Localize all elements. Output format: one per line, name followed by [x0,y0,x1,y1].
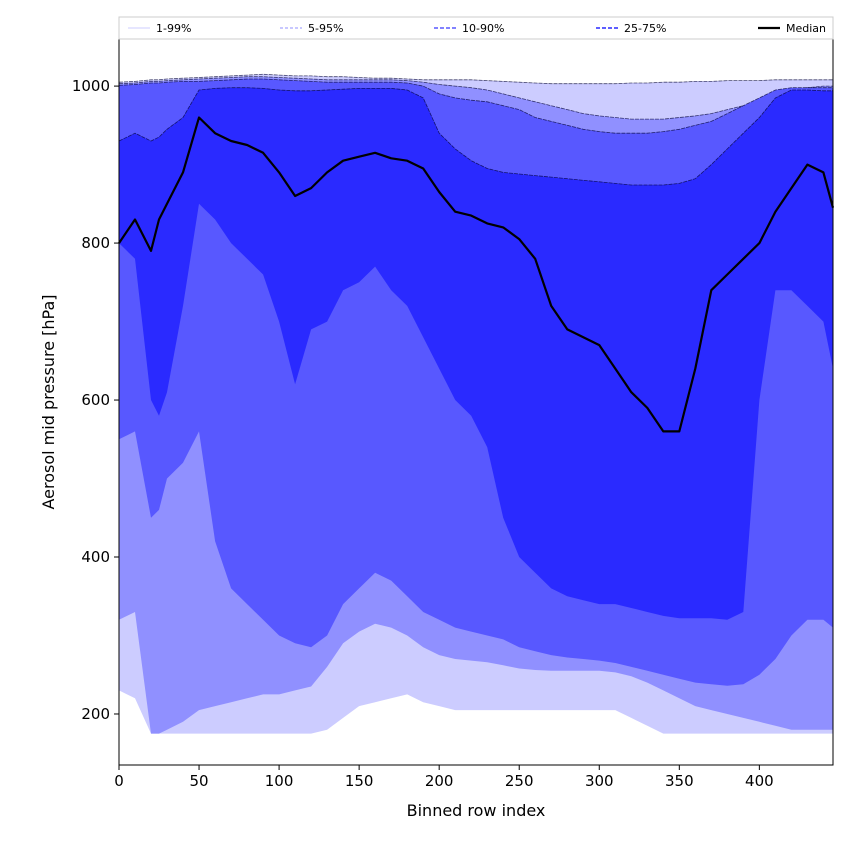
median-line [118,116,835,433]
x-tick-label: 250 [505,772,534,790]
median-series [118,116,835,433]
x-tick-label: 300 [585,772,614,790]
x-tick-label: 400 [745,772,774,790]
band-edge-25-75pct [118,87,833,186]
legend-box [118,16,834,40]
y-tick-label: 1000 [72,77,110,95]
band-edge-1-99pct [118,73,833,85]
band-25-75pct [119,87,833,620]
legend-label: 1-99% [156,22,191,35]
band-edge-10-90pct [118,78,833,134]
legend-label: 25-75% [624,22,666,35]
x-tick-label: 50 [189,772,208,790]
band-edge-5-95pct [118,76,833,120]
legend-label: Median [786,22,826,35]
x-tick-label: 350 [665,772,694,790]
y-tick-label: 400 [81,548,110,566]
y-axis-ticks: 200 400 600 800 1000 [72,77,119,723]
x-tick-label: 0 [114,772,124,790]
x-axis-label: Binned row index [407,801,546,820]
legend: 1-99% 5-95% 10-90% 25-75% Median [118,16,834,40]
y-tick-label: 200 [81,705,110,723]
y-tick-label: 600 [81,391,110,409]
y-axis-label: Aerosol mid pressure [hPa] [39,294,58,509]
x-tick-label: 100 [265,772,294,790]
legend-label: 10-90% [462,22,504,35]
x-tick-label: 150 [345,772,374,790]
legend-label: 5-95% [308,22,343,35]
percentile-bands [118,73,833,734]
y-tick-label: 800 [81,234,110,252]
x-tick-label: 200 [425,772,454,790]
x-axis-ticks: 0 50 100 150 200 250 300 350 400 [114,765,774,790]
